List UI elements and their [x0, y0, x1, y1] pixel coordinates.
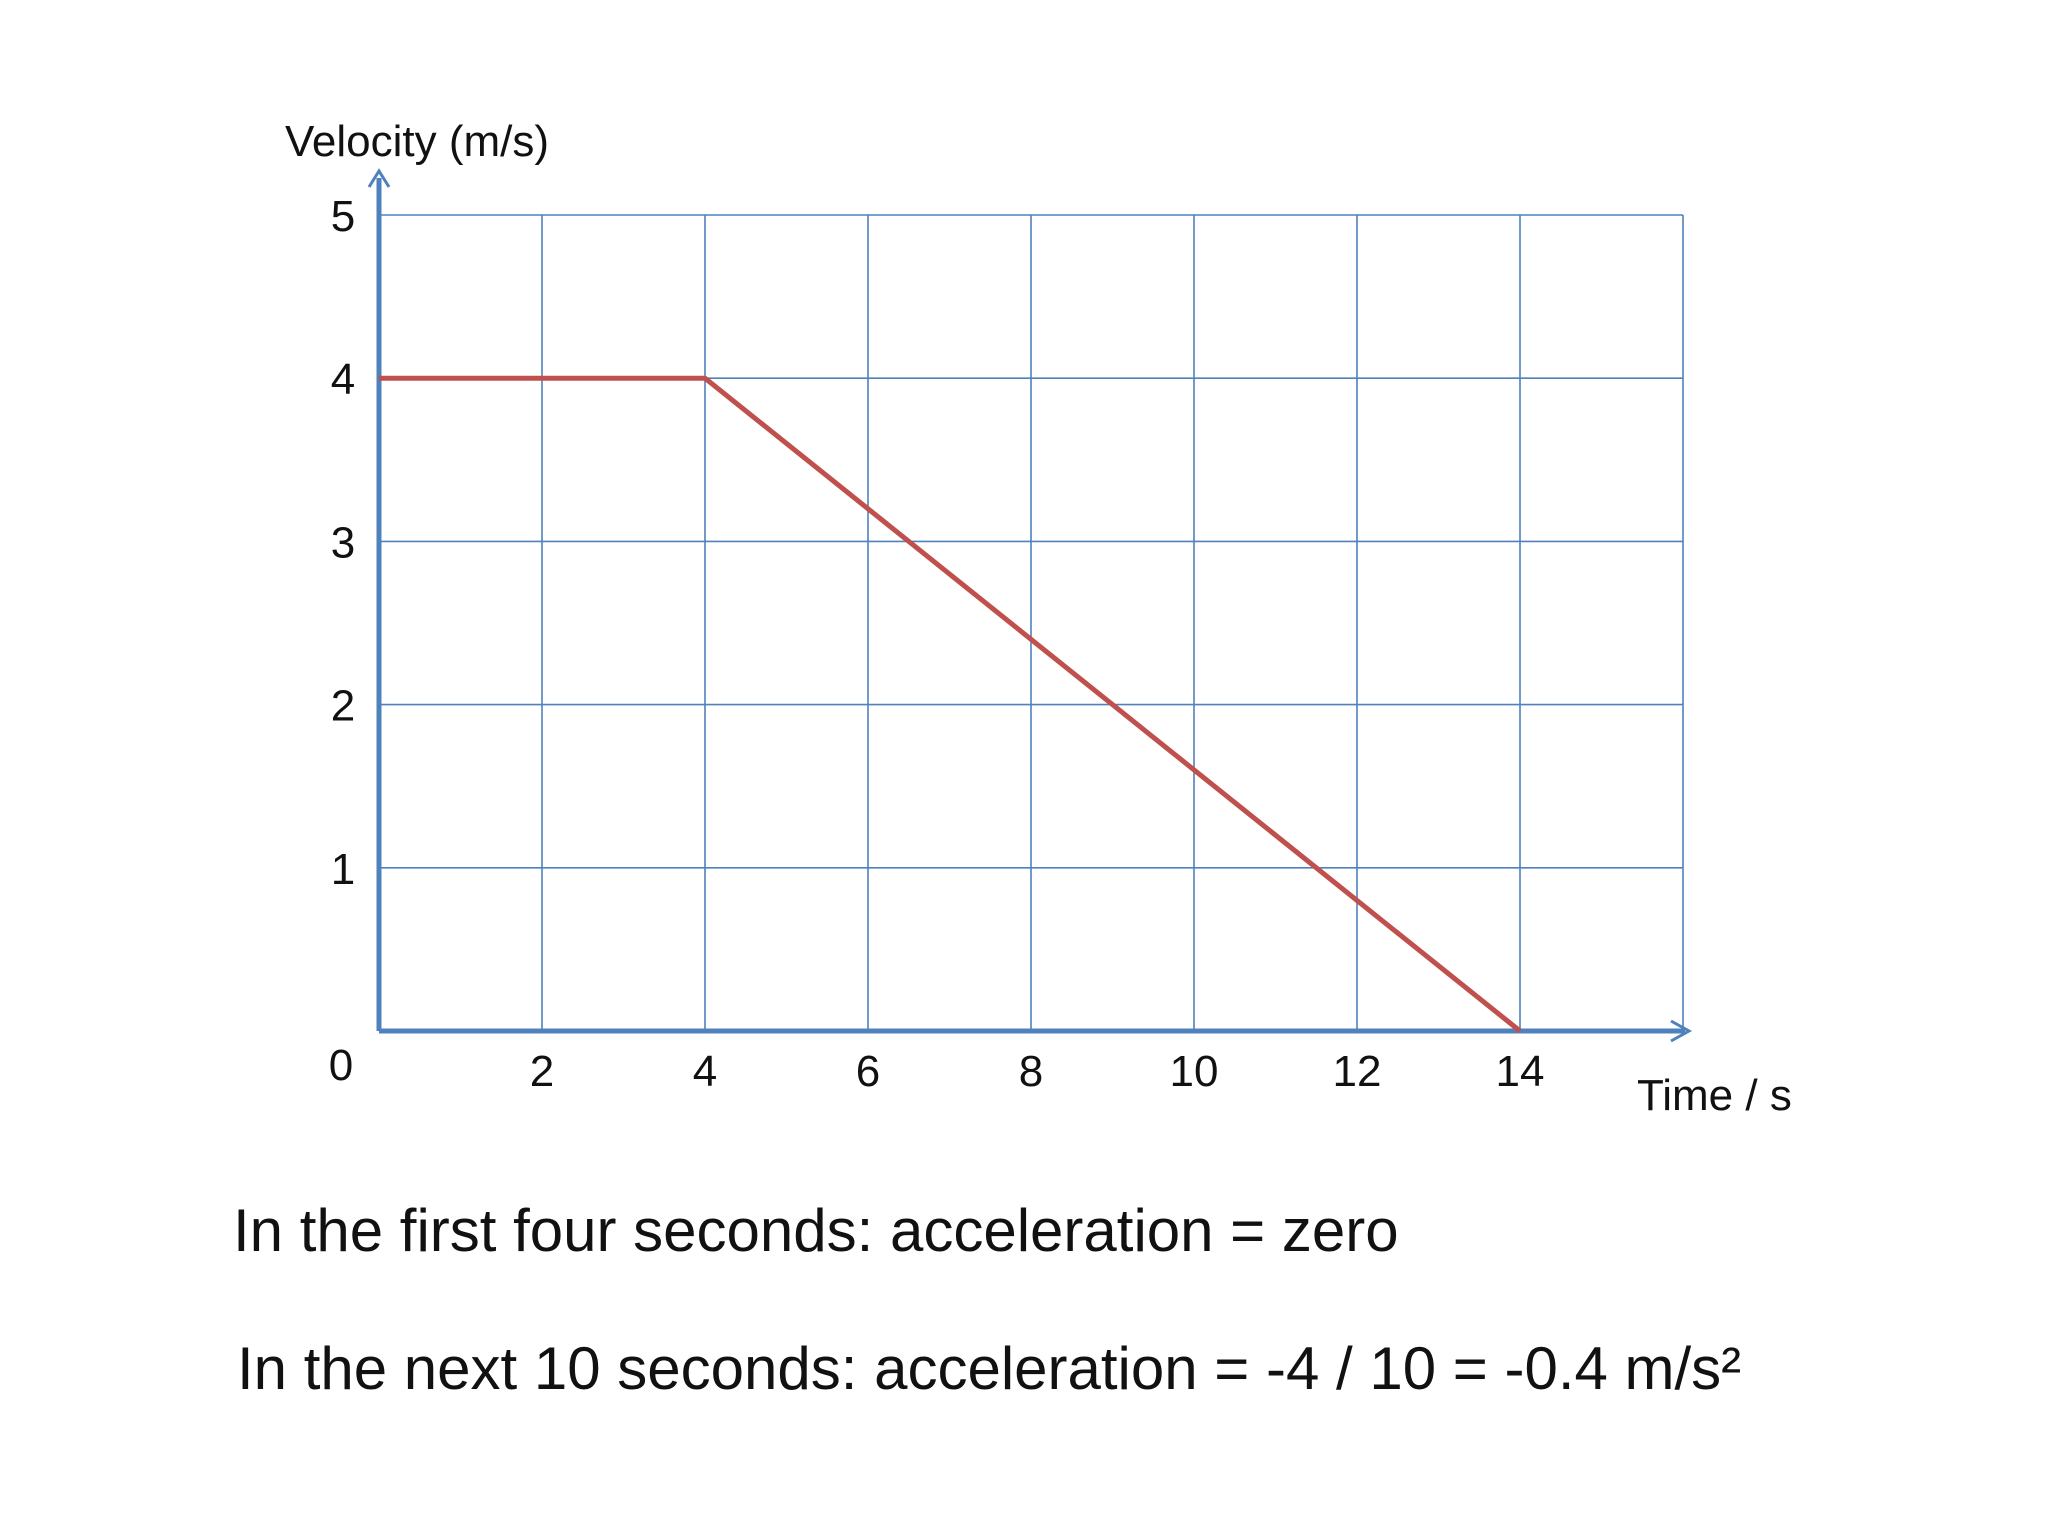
x-axis-arrowhead — [1670, 1019, 1693, 1043]
chart-series — [379, 375, 1522, 1033]
y-axis-arrowhead — [367, 168, 391, 188]
x-tick-label: 8 — [1019, 1047, 1043, 1096]
x-tick-label: 6 — [856, 1047, 880, 1096]
acceleration-note-first-four-seconds: In the first four seconds: acceleration … — [233, 1197, 1399, 1264]
acceleration-note-next-ten-seconds: In the next 10 seconds: acceleration = -… — [237, 1335, 1742, 1402]
velocity-line — [379, 375, 1522, 1033]
x-tick-label: 4 — [693, 1047, 717, 1096]
chart-axes — [367, 168, 1693, 1043]
y-tick-label: 3 — [331, 518, 355, 567]
x-tick-label: 2 — [530, 1047, 554, 1096]
x-tick-label: 14 — [1496, 1047, 1545, 1096]
chart-grid — [379, 214, 1684, 1031]
y-tick-label: 2 — [331, 682, 355, 731]
y-tick-label: 5 — [331, 192, 355, 241]
y-tick-label: 4 — [331, 355, 355, 404]
y-tick-label: 1 — [331, 845, 355, 894]
x-tick-label: 12 — [1333, 1047, 1382, 1096]
origin-label: 0 — [329, 1041, 353, 1090]
y-axis-label: Velocity (m/s) — [285, 117, 549, 166]
x-tick-label: 10 — [1170, 1047, 1219, 1096]
x-axis-label: Time / s — [1637, 1071, 1792, 1120]
